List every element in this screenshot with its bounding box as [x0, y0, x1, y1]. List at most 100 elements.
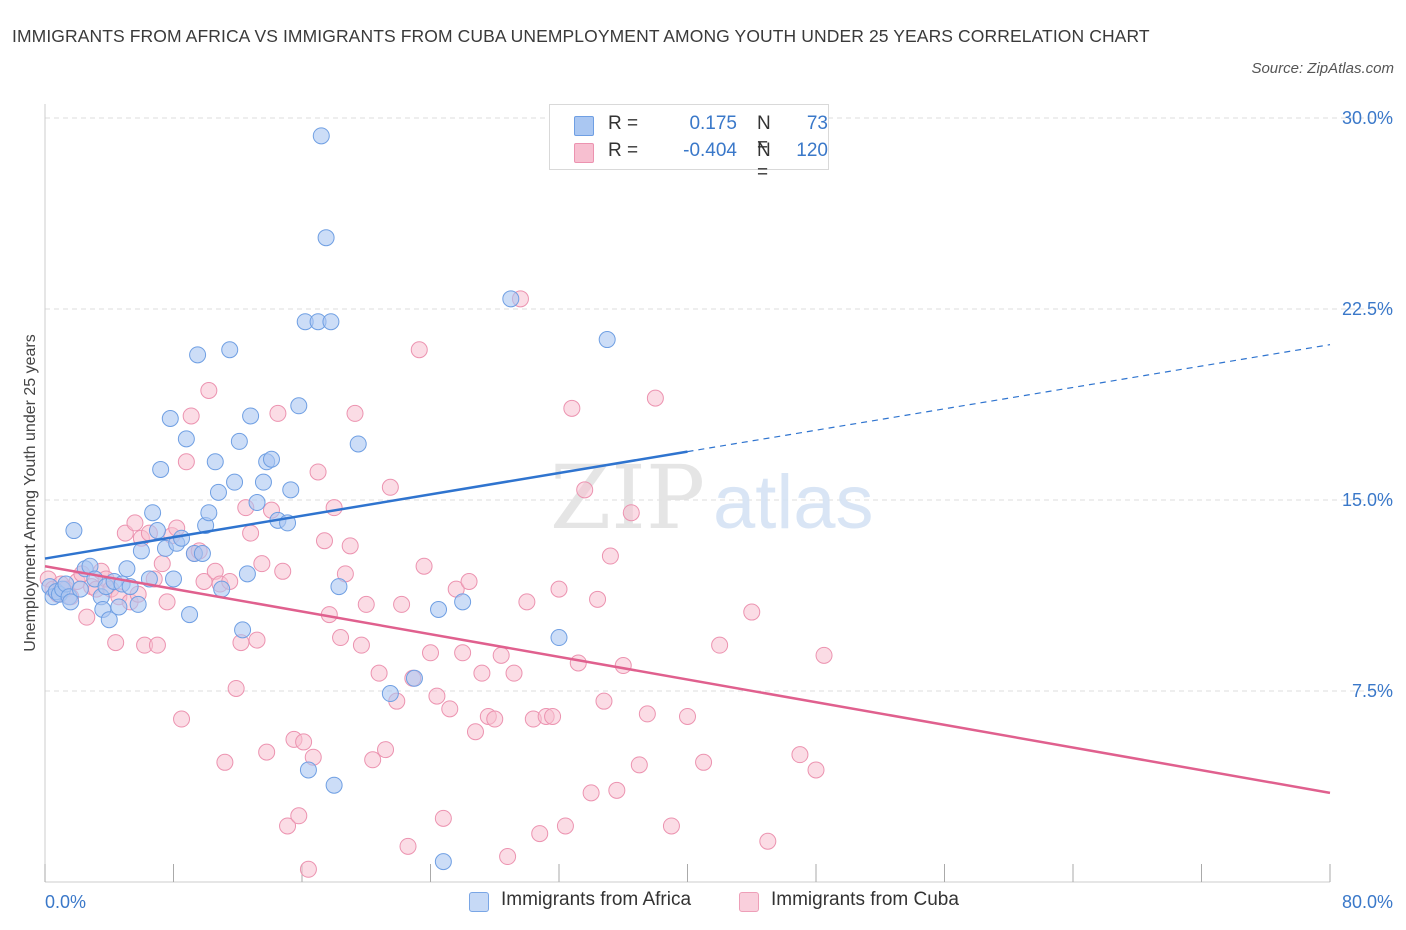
cuba-point-59 [325, 499, 343, 517]
africa-trend-extension [687, 344, 1331, 453]
africa-point-29 [161, 410, 179, 428]
legend-label-cuba: Immigrants from Cuba [771, 889, 959, 910]
cuba-point-88 [499, 848, 517, 866]
cuba-point-102 [589, 590, 607, 608]
africa-point-47 [238, 565, 256, 583]
cuba-point-30 [177, 453, 195, 471]
y-tick-label-1: 15.0% [1342, 490, 1393, 510]
cuba-point-69 [381, 478, 399, 496]
africa-point-48 [242, 407, 260, 425]
cuba-point-110 [646, 389, 664, 407]
chart-title: IMMIGRANTS FROM AFRICA VS IMMIGRANTS FRO… [12, 26, 1150, 46]
cuba-point-54 [299, 860, 317, 878]
trend-lines [44, 344, 1331, 795]
cuba-point-93 [531, 825, 549, 843]
africa-point-45 [230, 432, 248, 450]
africa-point-68 [430, 601, 448, 619]
cuba-point-66 [364, 751, 382, 769]
cuba-point-57 [315, 532, 333, 550]
legend-swatch-cuba [739, 892, 759, 912]
y-tick-label-0: 7.5% [1352, 681, 1393, 701]
x-tick-label-min: 0.0% [45, 892, 86, 912]
cuba-point-29 [173, 710, 191, 728]
cuba-point-48 [269, 404, 287, 422]
cuba-point-96 [550, 580, 568, 598]
africa-point-22 [129, 595, 147, 613]
cuba-point-14 [107, 634, 125, 652]
africa-trend-line [44, 450, 688, 560]
cuba-point-50 [279, 817, 297, 835]
africa-point-62 [322, 313, 340, 331]
cuba-point-82 [460, 572, 478, 590]
cuba-point-63 [346, 404, 364, 422]
cuba-point-116 [759, 832, 777, 850]
cuba-point-118 [807, 761, 825, 779]
cuba-point-98 [563, 399, 581, 417]
legend-r-value-africa: 0.175 [689, 113, 737, 134]
africa-point-73 [598, 331, 616, 349]
africa-point-7 [62, 593, 80, 611]
cuba-point-112 [679, 707, 696, 725]
cuba-point-67 [370, 664, 388, 682]
cuba-point-119 [815, 646, 833, 664]
y-tick-label-2: 22.5% [1342, 299, 1393, 319]
cuba-point-87 [492, 646, 510, 664]
source-note: Source: ZipAtlas.com [1251, 60, 1394, 77]
cuba-point-43 [242, 524, 260, 542]
cuba-point-117 [791, 746, 809, 764]
cuba-points [39, 290, 833, 878]
africa-point-42 [213, 580, 231, 598]
cuba-point-65 [357, 595, 375, 613]
cuba-point-62 [341, 537, 359, 555]
tick-labels: 7.5% 15.0% 22.5% 30.0% 0.0% 80.0% [45, 108, 1393, 912]
africa-point-26 [148, 522, 166, 540]
cuba-point-105 [608, 781, 626, 799]
series-legend: Immigrants from Africa Immigrants from C… [0, 888, 1406, 916]
cuba-point-109 [638, 705, 656, 723]
legend-swatch-africa [469, 892, 489, 912]
y-tick-label-3: 30.0% [1342, 108, 1393, 128]
cuba-point-35 [200, 381, 218, 399]
cuba-point-114 [711, 636, 729, 654]
cuba-point-100 [576, 481, 594, 499]
africa-point-41 [209, 483, 227, 501]
africa-point-34 [181, 606, 199, 624]
legend-r-label: R = [608, 140, 639, 161]
cuba-point-25 [153, 555, 171, 573]
cuba-point-68 [377, 741, 395, 759]
africa-point-56 [290, 397, 308, 415]
africa-point-70 [454, 593, 472, 611]
cuba-point-99 [569, 654, 587, 672]
africa-point-33 [177, 430, 195, 448]
legend-r-label: R = [608, 113, 639, 134]
africa-point-69 [434, 853, 452, 871]
africa-point-67 [405, 669, 423, 687]
africa-point-30 [165, 570, 182, 588]
legend-n-label: N = [757, 113, 771, 156]
africa-point-50 [254, 473, 272, 491]
cuba-point-76 [422, 644, 439, 662]
cuba-point-103 [595, 692, 613, 710]
cuba-point-78 [434, 809, 452, 827]
africa-point-18 [110, 598, 128, 616]
cuba-point-52 [290, 807, 308, 825]
cuba-point-18 [126, 514, 144, 532]
africa-point-20 [118, 560, 136, 578]
cuba-point-71 [393, 595, 411, 613]
africa-point-32 [173, 529, 191, 547]
legend-n-value-cuba: 120 [796, 140, 828, 161]
africa-point-60 [312, 127, 330, 145]
cuba-point-84 [473, 664, 491, 682]
africa-point-40 [206, 453, 224, 471]
x-tick-label-max: 80.0% [1342, 892, 1393, 912]
cuba-point-115 [743, 603, 761, 621]
cuba-point-44 [248, 631, 266, 649]
cuba-point-81 [454, 644, 472, 662]
cuba-trend-line [44, 564, 1331, 795]
cuba-point-86 [486, 710, 504, 728]
cuba-point-111 [662, 817, 680, 835]
legend-swatch-cuba [574, 143, 594, 163]
watermark: ZIP atlas [550, 446, 874, 549]
grid-lines [45, 117, 1392, 692]
africa-point-71 [502, 290, 520, 308]
